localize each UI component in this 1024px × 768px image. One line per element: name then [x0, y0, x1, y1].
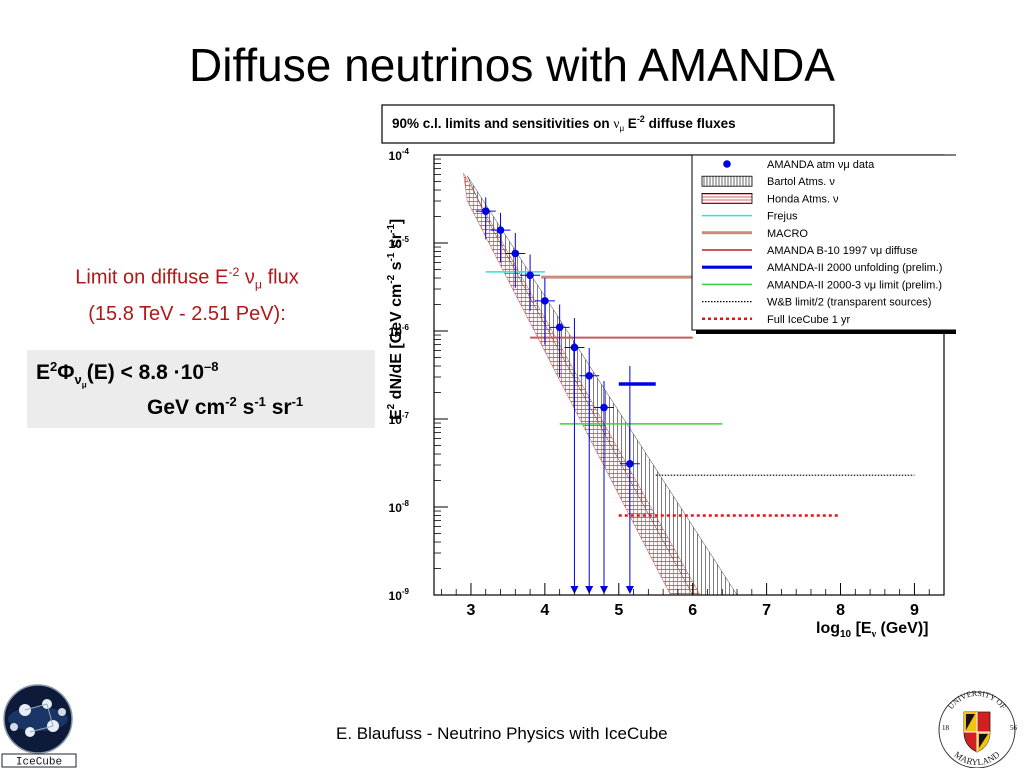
flux-limits-chart: 90% c.l. limits and sensitivities on νμ … [376, 100, 956, 645]
data-point [626, 460, 634, 468]
data-point [512, 250, 520, 258]
x-tick-label: 4 [540, 602, 549, 619]
svg-text:18: 18 [942, 724, 950, 732]
limit-units: GeV cm-2 s-1 sr-1 [147, 394, 303, 420]
limit-line-2: (15.8 TeV - 2.51 PeV): [22, 300, 352, 329]
x-tick-label: 8 [836, 602, 845, 619]
x-tick-label: 6 [688, 602, 697, 619]
y-tick-label: 10-8 [389, 499, 410, 515]
data-point [497, 226, 505, 234]
legend-marker-band [702, 193, 752, 203]
legend-marker-point [723, 160, 731, 168]
legend-label: AMANDA-II 2000 unfolding (prelim.) [767, 262, 942, 274]
data-point [526, 271, 534, 279]
chart-title: 90% c.l. limits and sensitivities on νμ … [392, 114, 736, 133]
umd-seal-logo: UNIVERSITY OF MARYLAND 18 56 [930, 680, 1024, 768]
y-tick-label: 10-4 [389, 147, 410, 163]
x-tick-label: 7 [762, 602, 771, 619]
limit-line-1: Limit on diffuse E-2 νμ flux [22, 258, 352, 300]
limit-formula: E2Φνμ(E) < 8.8 ·10–8 [36, 359, 219, 390]
svg-text:IceCube: IceCube [16, 757, 62, 768]
data-point [482, 207, 490, 215]
footer-credit: E. Blaufuss - Neutrino Physics with IceC… [336, 724, 668, 744]
data-point [571, 344, 579, 352]
data-point [541, 297, 549, 305]
icecube-logo: IceCube [0, 682, 78, 768]
slide-title: Diffuse neutrinos with AMANDA [0, 38, 1024, 92]
data-point [556, 324, 564, 332]
chart-legend: AMANDA atm νμ data Bartol Atms. ν Honda At… [692, 155, 956, 334]
limit-formula-box: E2Φνμ(E) < 8.8 ·10–8 GeV cm-2 s-1 sr-1 [27, 350, 375, 428]
data-point [585, 372, 593, 380]
legend-marker-band [702, 176, 752, 186]
legend-label: Honda Atms. ν [767, 193, 839, 205]
legend-label: AMANDA-II 2000-3 νμ limit (prelim.) [767, 279, 942, 291]
legend-label: Bartol Atms. ν [767, 176, 835, 188]
svg-text:56: 56 [1010, 724, 1018, 732]
data-point [600, 404, 608, 412]
limit-description: Limit on diffuse E-2 νμ flux (15.8 TeV -… [22, 258, 352, 329]
y-tick-label: 10-9 [389, 587, 410, 603]
x-tick-label: 5 [614, 602, 623, 619]
x-tick-label: 3 [467, 602, 476, 619]
x-tick-label: 9 [910, 602, 919, 619]
legend-label: Full IceCube 1 yr [767, 314, 850, 326]
y-axis-label: E2 dN/dE [GeV cm-2 s-1 sr-1] [386, 219, 405, 420]
legend-label: Frejus [767, 211, 798, 223]
legend-label: AMANDA B-10 1997 νμ diffuse [767, 245, 917, 257]
x-axis-label: log10 [Eν (GeV)] [816, 620, 929, 640]
legend-label: AMANDA atm νμ data [767, 159, 875, 171]
legend-label: W&B limit/2 (transparent sources) [767, 297, 931, 309]
legend-label: MACRO [767, 228, 808, 240]
